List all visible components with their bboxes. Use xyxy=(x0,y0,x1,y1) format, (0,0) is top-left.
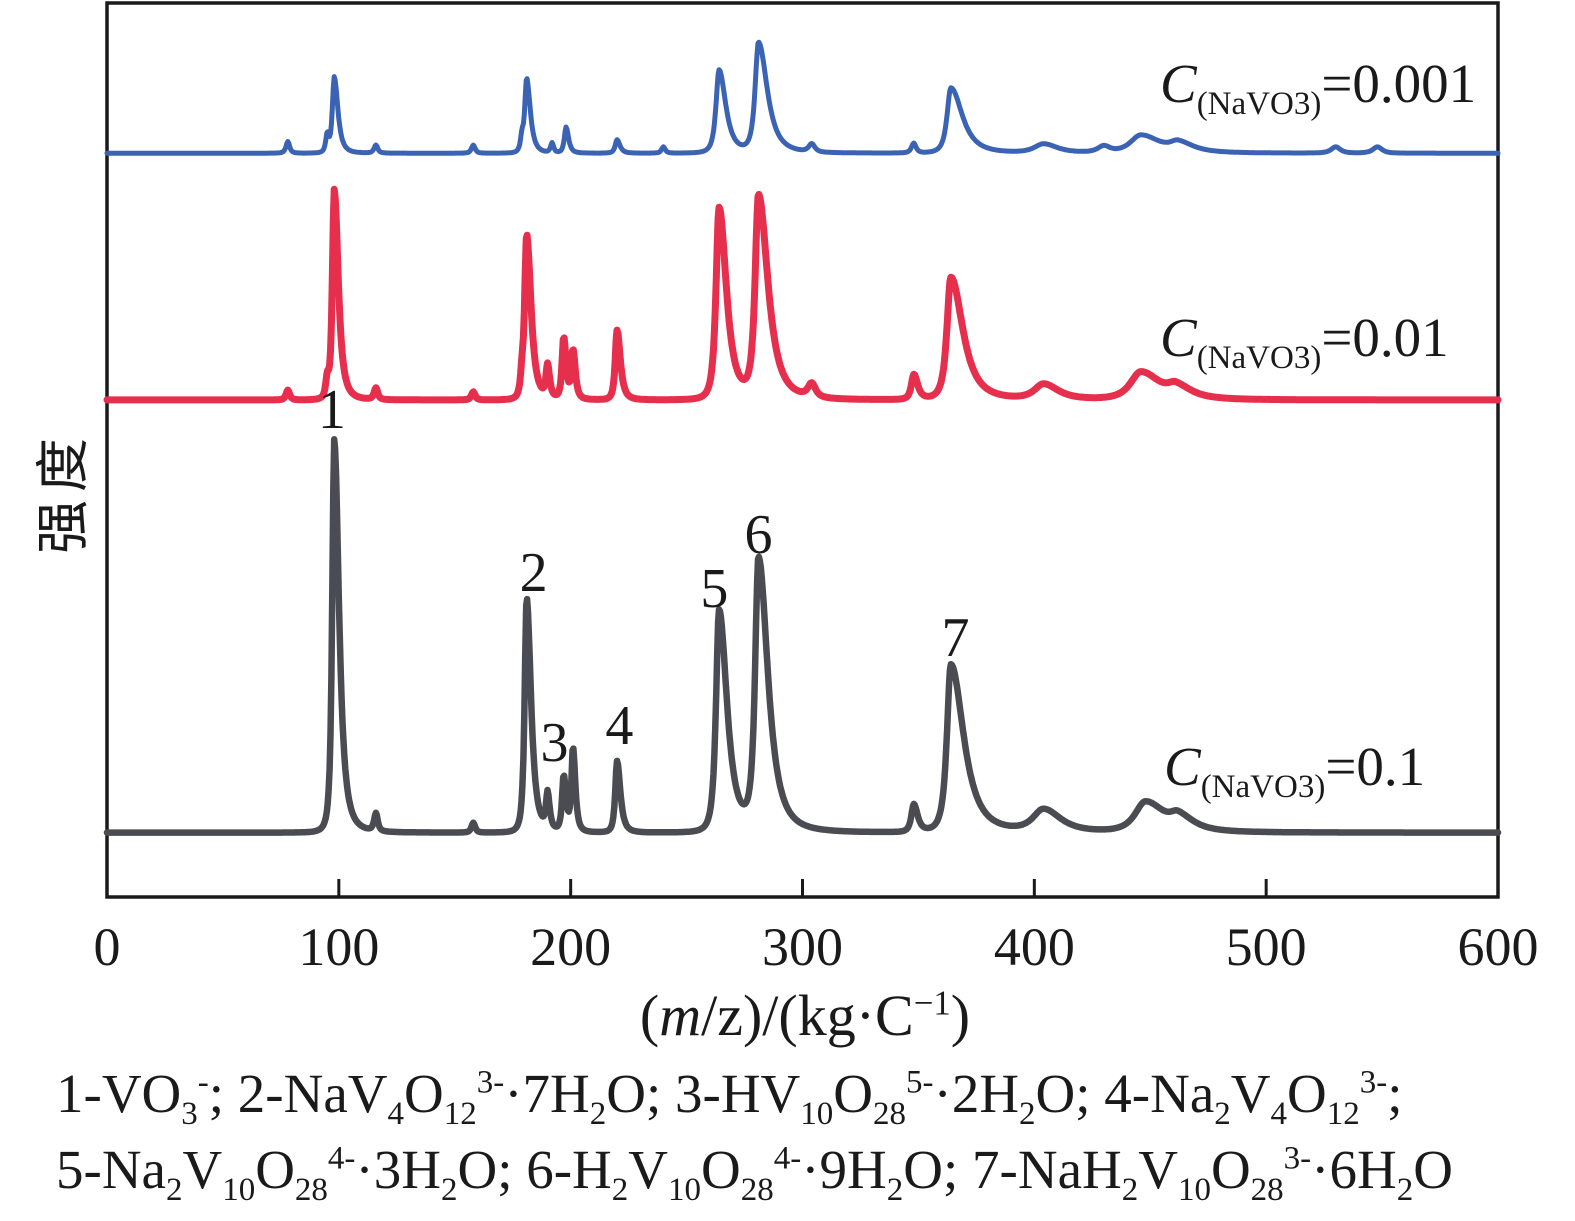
x-axis-title: (m/z)/(kg·C−1) xyxy=(639,983,971,1048)
x-tick-label-600: 600 xyxy=(1457,917,1539,977)
peak-label-4: 4 xyxy=(605,695,634,758)
x-tick-label-100: 100 xyxy=(298,917,380,977)
series-label-C(NaVO3)=0.001: C(NaVO3)=0.001 xyxy=(1160,53,1477,122)
peak-label-2: 2 xyxy=(519,542,548,605)
x-tick-label-400: 400 xyxy=(993,917,1075,977)
x-tick-label-500: 500 xyxy=(1225,917,1307,977)
peak-label-6: 6 xyxy=(744,503,773,566)
series-label-C(NaVO3)=0.01: C(NaVO3)=0.01 xyxy=(1160,307,1449,376)
legend-line-1: 1-VO3-; 2-NaV4O123-·7H2O; 3-HV10O285-·2H… xyxy=(56,1063,1403,1132)
legend-line-2: 5-Na2V10O284-·3H2O; 6-H2V10O284-·9H2O; 7… xyxy=(56,1139,1453,1208)
trace-C(NaVO3)=0.001 xyxy=(104,39,1501,156)
peak-label-1: 1 xyxy=(317,378,346,441)
peak-label-7: 7 xyxy=(941,606,970,669)
y-axis-label: 强度 xyxy=(33,430,94,554)
series-label-C(NaVO3)=0.1: C(NaVO3)=0.1 xyxy=(1164,736,1426,805)
peak-label-5: 5 xyxy=(700,557,729,620)
trace-C(NaVO3)=0.01 xyxy=(103,185,1502,404)
x-tick-label-200: 200 xyxy=(530,917,612,977)
peak-label-3: 3 xyxy=(540,712,569,775)
trace-C(NaVO3)=0.1 xyxy=(103,436,1502,836)
x-tick-label-0: 0 xyxy=(93,917,121,977)
x-tick-label-300: 300 xyxy=(762,917,843,977)
